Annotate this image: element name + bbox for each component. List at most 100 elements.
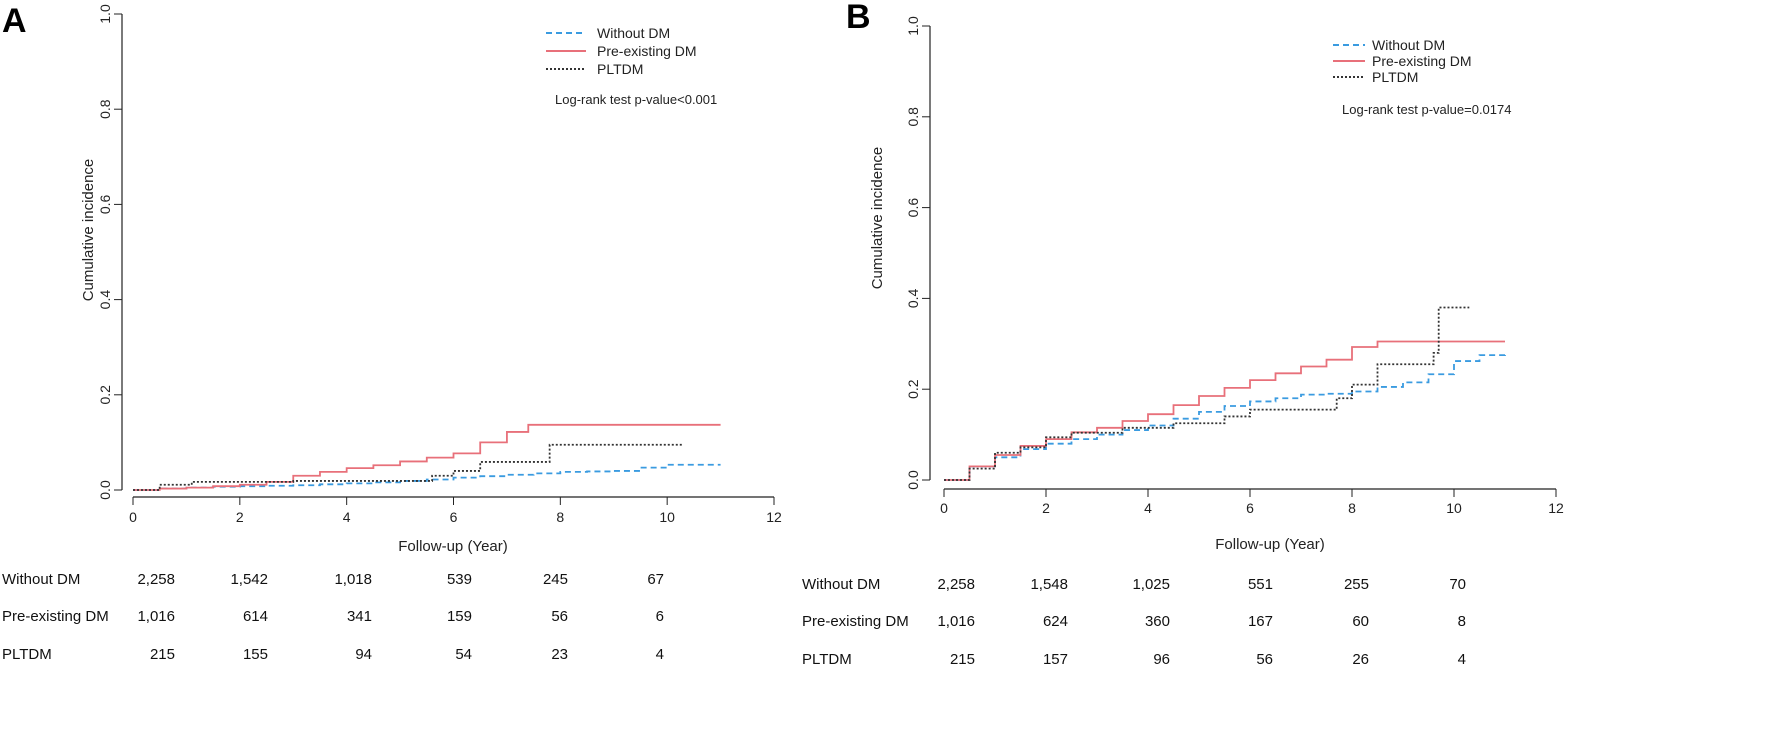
panel-b-y-tick-label: 1.0 <box>905 16 921 36</box>
panel-b-x-tick-label: 6 <box>1246 500 1254 516</box>
panel-b-y-tick-label: 0.4 <box>905 288 921 308</box>
panel-b-y-tick-label: 0.6 <box>905 198 921 218</box>
panel-a-x-tick-label: 6 <box>450 509 458 525</box>
panel-b-risk-count: 215 <box>950 651 975 668</box>
panel-a-risk-count: 4 <box>656 646 664 663</box>
panel-a-letter: A <box>2 2 27 40</box>
panel-b-risk-count: 4 <box>1458 651 1466 668</box>
panel-a-y-tick-label: 1.0 <box>97 4 113 24</box>
panel-a-risk-count: 2,258 <box>137 571 175 588</box>
panel-b-legend: Without DM Pre-existing DM PLTDM <box>1333 37 1472 85</box>
panel-a-risk-count: 67 <box>647 571 664 588</box>
panel-b-y-tick-label: 0.0 <box>905 470 921 490</box>
panel-b-legend-label-pltdm: PLTDM <box>1372 69 1418 85</box>
panel-b-x-axis: 0 2 4 6 8 10 12 Follow-up (Year) <box>940 488 1564 553</box>
panel-b-risk-count: 2,258 <box>937 576 975 593</box>
panel-a-risk-count: 215 <box>150 646 175 663</box>
panel-b-risk-count: 1,016 <box>937 613 975 630</box>
panel-a-risk-table: Without DM 2,258 1,542 1,018 539 245 67 … <box>2 571 664 663</box>
panel-b-risk-count: 551 <box>1248 576 1273 593</box>
panel-b-risk-count: 1,025 <box>1132 576 1170 593</box>
panel-a-legend-label-pltdm: PLTDM <box>597 61 643 77</box>
panel-a-x-axis: 0 2 4 6 8 10 12 Follow-up (Year) <box>129 496 782 555</box>
panel-b-risk-row-label: Without DM <box>802 576 880 593</box>
panel-a: A 0.0 0.2 0.4 0.6 0.8 1.0 Cumulative inc… <box>2 2 782 663</box>
panel-a-x-tick-label: 2 <box>236 509 244 525</box>
panel-a-y-tick-label: 0.6 <box>97 194 113 214</box>
panel-a-x-tick-label: 4 <box>343 509 351 525</box>
panel-b-y-axis: 0.0 0.2 0.4 0.6 0.8 1.0 Cumulative incid… <box>869 16 931 490</box>
panel-b-x-tick-label: 12 <box>1548 500 1564 516</box>
panel-b-y-axis-title: Cumulative incidence <box>869 147 886 290</box>
panel-a-y-axis: 0.0 0.2 0.4 0.6 0.8 1.0 Cumulative incid… <box>80 4 123 500</box>
panel-a-risk-row-label: Pre-existing DM <box>2 608 109 625</box>
panel-a-curves <box>133 423 721 491</box>
panel-a-curve-pltdm <box>133 443 684 491</box>
panel-a-risk-count: 341 <box>347 608 372 625</box>
panel-a-x-axis-title: Follow-up (Year) <box>398 538 508 555</box>
panel-a-risk-count: 23 <box>551 646 568 663</box>
panel-b-risk-count: 255 <box>1344 576 1369 593</box>
panel-a-risk-count: 1,018 <box>334 571 372 588</box>
panel-a-risk-count: 155 <box>243 646 268 663</box>
panel-b-letter: B <box>846 0 871 36</box>
panel-b-y-tick-label: 0.2 <box>905 379 921 399</box>
panel-a-risk-count: 614 <box>243 608 268 625</box>
panel-b-x-tick-label: 8 <box>1348 500 1356 516</box>
panel-a-legend-label-without-dm: Without DM <box>597 25 670 41</box>
panel-b-risk-count: 157 <box>1043 651 1068 668</box>
panel-b-legend-label-pre-existing-dm: Pre-existing DM <box>1372 53 1472 69</box>
panel-a-risk-count: 56 <box>551 608 568 625</box>
panel-b-x-tick-label: 10 <box>1446 500 1462 516</box>
panel-b-risk-table: Without DM 2,258 1,548 1,025 551 255 70 … <box>802 576 1466 668</box>
panel-b-x-axis-title: Follow-up (Year) <box>1215 536 1325 553</box>
panel-a-legend-label-pre-existing-dm: Pre-existing DM <box>597 43 697 59</box>
panel-a-risk-count: 54 <box>455 646 472 663</box>
panel-b: B 0.0 0.2 0.4 0.6 0.8 1.0 Cumulative inc… <box>802 0 1564 668</box>
panel-a-risk-count: 6 <box>656 608 664 625</box>
panel-a-risk-row-label: PLTDM <box>2 646 52 663</box>
panel-b-risk-count: 167 <box>1248 613 1273 630</box>
panel-a-curve-pre-existing-dm <box>133 423 721 491</box>
panel-a-y-tick-label: 0.8 <box>97 99 113 119</box>
panel-a-y-tick-label: 0.4 <box>97 290 113 310</box>
panel-a-risk-row-label: Without DM <box>2 571 80 588</box>
panel-b-x-tick-label: 2 <box>1042 500 1050 516</box>
panel-a-risk-count: 159 <box>447 608 472 625</box>
panel-a-risk-count: 539 <box>447 571 472 588</box>
panel-b-logrank-annotation: Log-rank test p-value=0.0174 <box>1342 102 1511 117</box>
panel-a-logrank-annotation: Log-rank test p-value<0.001 <box>555 92 717 107</box>
panel-b-risk-count: 56 <box>1256 651 1273 668</box>
panel-a-x-tick-label: 8 <box>556 509 564 525</box>
panel-a-risk-count: 1,016 <box>137 608 175 625</box>
panel-a-legend: Without DM Pre-existing DM PLTDM <box>546 25 697 77</box>
panel-b-risk-count: 60 <box>1352 613 1369 630</box>
panel-b-risk-row-label: Pre-existing DM <box>802 613 909 630</box>
panel-a-risk-count: 94 <box>355 646 372 663</box>
panel-b-x-tick-label: 4 <box>1144 500 1152 516</box>
panel-b-x-tick-label: 0 <box>940 500 948 516</box>
panel-a-y-axis-title: Cumulative incidence <box>80 159 97 302</box>
panel-a-risk-count: 1,542 <box>230 571 268 588</box>
panel-b-curve-pltdm <box>944 306 1470 481</box>
panel-b-curve-pre-existing-dm <box>944 340 1505 481</box>
panel-b-risk-count: 624 <box>1043 613 1068 630</box>
panel-b-risk-count: 26 <box>1352 651 1369 668</box>
panel-b-risk-count: 96 <box>1153 651 1170 668</box>
panel-a-risk-count: 245 <box>543 571 568 588</box>
panel-a-x-tick-label: 0 <box>129 509 137 525</box>
panel-a-x-tick-label: 12 <box>766 509 782 525</box>
panel-a-x-tick-label: 10 <box>659 509 675 525</box>
panel-a-y-tick-label: 0.0 <box>97 480 113 500</box>
panel-b-risk-count: 1,548 <box>1030 576 1068 593</box>
panel-b-y-tick-label: 0.8 <box>905 107 921 127</box>
panel-b-risk-row-label: PLTDM <box>802 651 852 668</box>
panel-b-risk-count: 360 <box>1145 613 1170 630</box>
panel-a-y-tick-label: 0.2 <box>97 385 113 405</box>
panel-b-curve-without-dm <box>944 354 1506 481</box>
panel-b-curves <box>944 306 1506 481</box>
panel-b-risk-count: 8 <box>1458 613 1466 630</box>
panel-b-risk-count: 70 <box>1449 576 1466 593</box>
panel-b-legend-label-without-dm: Without DM <box>1372 37 1445 53</box>
